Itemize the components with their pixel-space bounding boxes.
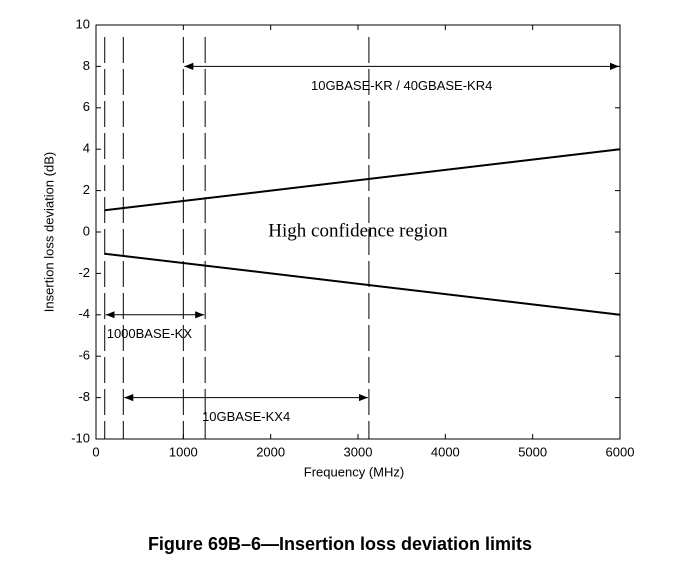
y-tick-label: 4 — [83, 141, 90, 156]
x-tick-label: 1000 — [169, 444, 198, 459]
y-tick-label: -2 — [78, 265, 90, 280]
y-tick-label: 8 — [83, 58, 90, 73]
caption: Figure 69B–6—Insertion loss deviation li… — [148, 534, 532, 554]
y-tick-label: -4 — [78, 306, 90, 321]
x-tick-label: 5000 — [518, 444, 547, 459]
x-tick-label: 4000 — [431, 444, 460, 459]
limit-line — [104, 252, 621, 316]
x-axis-label: Frequency (MHz) — [304, 464, 404, 479]
y-tick-label: -10 — [71, 430, 90, 445]
range-label: 10GBASE-KR / 40GBASE-KR4 — [311, 78, 492, 93]
y-tick-label: 6 — [83, 99, 90, 114]
region-label: High confidence region — [268, 220, 448, 241]
y-axis-label: Insertion loss deviation (dB) — [41, 152, 56, 312]
x-tick-label: 6000 — [606, 444, 635, 459]
limit-line — [104, 148, 621, 212]
y-tick-label: -6 — [78, 348, 90, 363]
y-tick-label: -8 — [78, 389, 90, 404]
y-tick-label: 2 — [83, 182, 90, 197]
y-tick-label: 0 — [83, 223, 90, 238]
x-tick-label: 0 — [92, 444, 99, 459]
y-tick-label: 10 — [76, 16, 90, 31]
range-label: 10GBASE-KX4 — [202, 409, 290, 424]
x-tick-label: 2000 — [256, 444, 285, 459]
range-label: 1000BASE-KX — [107, 326, 193, 341]
x-tick-label: 3000 — [344, 444, 373, 459]
